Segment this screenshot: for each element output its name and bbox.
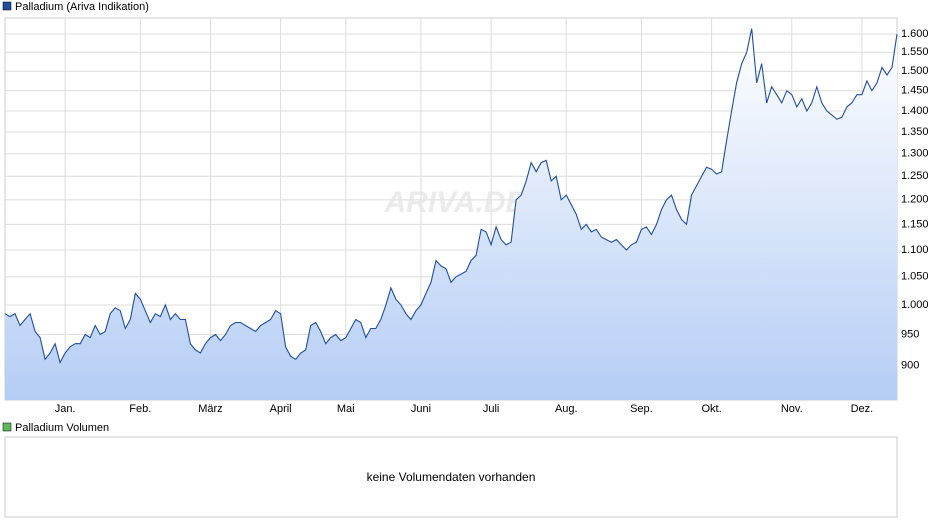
y-tick-label: 950: [901, 328, 919, 340]
area: [5, 28, 897, 400]
legend-label: Palladium (Ariva Indikation): [15, 1, 149, 13]
x-tick-label: Jan.: [55, 403, 76, 415]
y-tick-label: 1.350: [901, 126, 929, 138]
y-tick-label: 1.300: [901, 148, 929, 160]
y-tick-label: 1.450: [901, 85, 929, 97]
x-tick-label: Sep.: [630, 403, 653, 415]
volume-panel: [4, 436, 898, 518]
y-tick-label: 1.050: [901, 271, 929, 283]
y-tick-label: 1.400: [901, 105, 929, 117]
y-tick-label: 1.150: [901, 218, 929, 230]
x-tick-label: Juni: [411, 403, 431, 415]
legend-swatch: [2, 1, 12, 11]
x-tick-label: März: [198, 403, 222, 415]
x-tick-label: Mai: [337, 403, 355, 415]
x-tick-label: Aug.: [555, 403, 578, 415]
y-tick-label: 1.100: [901, 244, 929, 256]
x-tick-label: Nov.: [781, 403, 803, 415]
y-tick-label: 900: [901, 360, 919, 372]
x-tick-label: Juli: [483, 403, 500, 415]
x-tick-label: Feb.: [129, 403, 151, 415]
x-tick-label: April: [270, 403, 292, 415]
x-tick-label: Dez.: [851, 403, 874, 415]
no-data-message: keine Volumendaten vorhanden: [367, 470, 536, 484]
y-tick-label: 1.600: [901, 28, 929, 40]
y-tick-label: 1.200: [901, 194, 929, 206]
y-tick-label: 1.000: [901, 299, 929, 311]
x-tick-label: Okt.: [701, 403, 721, 415]
y-tick-label: 1.550: [901, 46, 929, 58]
legend-swatch: [2, 422, 12, 432]
y-tick-label: 1.500: [901, 65, 929, 77]
watermark: ARIVA.DE: [383, 186, 526, 219]
volume-label: Palladium Volumen: [15, 422, 109, 434]
y-tick-label: 1.250: [901, 170, 929, 182]
line: [4, 28, 898, 365]
